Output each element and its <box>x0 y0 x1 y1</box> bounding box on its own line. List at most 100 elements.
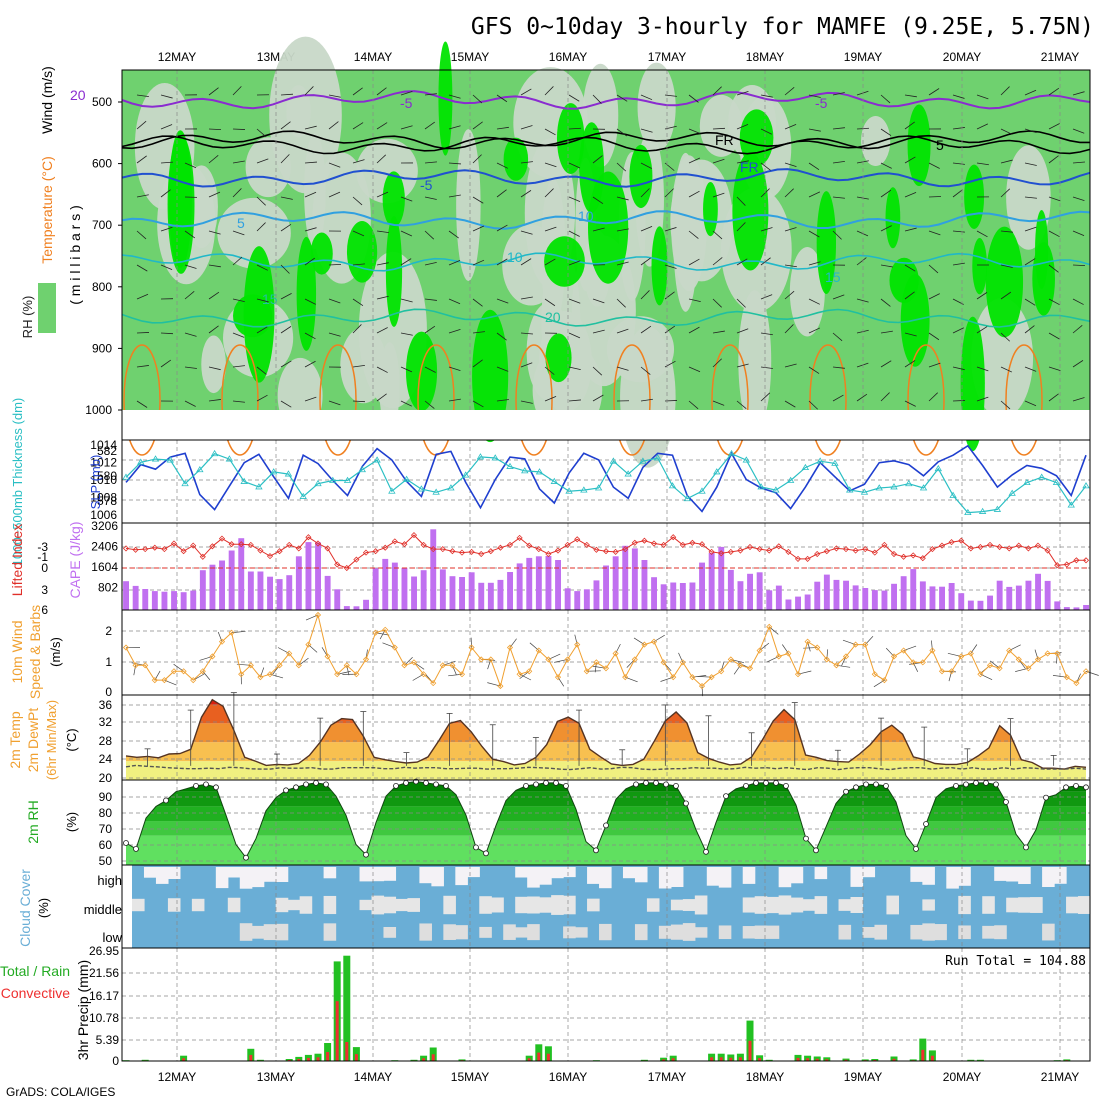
rh-high-region <box>739 109 774 167</box>
li-point <box>391 538 398 545</box>
wind-barb <box>640 257 651 266</box>
wind-barb <box>688 94 699 103</box>
rh-point <box>703 848 709 855</box>
cloud-mid-gap <box>275 897 289 913</box>
wind-point <box>890 653 898 660</box>
wind-barb <box>856 393 868 402</box>
rh-high-region <box>972 238 988 295</box>
wind-point <box>314 611 322 619</box>
rh-low-region <box>620 326 676 468</box>
precip-convective-bar <box>844 1059 848 1061</box>
wind-point <box>238 671 245 678</box>
thickness-point <box>1008 489 1016 496</box>
wind-barb <box>496 162 508 169</box>
precip-tick: 0 <box>112 1054 119 1068</box>
cape-bar <box>276 579 283 610</box>
thickness-point <box>122 473 130 480</box>
wind-barb <box>808 162 820 170</box>
precip-convective-bar <box>306 1057 310 1061</box>
wind-barb <box>520 190 532 198</box>
wind-barb <box>712 86 722 96</box>
cloud-mid-gap <box>383 896 397 914</box>
precip-convective-bar <box>326 1052 330 1061</box>
wind-tick: 0 <box>105 685 112 699</box>
cloud-low-gap <box>922 923 935 941</box>
cape-bar <box>766 590 773 610</box>
precip-convective-bar <box>431 1054 435 1061</box>
wind-point <box>266 671 274 678</box>
cloud-mid-gap <box>850 896 864 913</box>
rh-point <box>773 780 779 786</box>
wind-barb <box>256 298 269 303</box>
wind-barb <box>592 155 603 164</box>
wind-point <box>698 683 706 690</box>
cape-bar <box>382 558 389 610</box>
li-point <box>708 548 715 555</box>
thickness-point <box>166 456 175 463</box>
wind-barb <box>664 94 677 97</box>
wind-barb <box>976 162 989 166</box>
wind-point <box>305 641 312 648</box>
wind-point <box>468 644 475 651</box>
cloud-mid-gap <box>754 896 768 914</box>
thickness-point <box>772 486 780 493</box>
temp2m-label: 2m Temp <box>7 711 23 769</box>
precip-convective-bar <box>921 1049 925 1061</box>
thickness-point <box>491 454 499 461</box>
rh-point <box>963 781 969 788</box>
cape-bar <box>1063 607 1070 610</box>
wind-barb <box>328 191 341 198</box>
wind-point <box>574 641 581 648</box>
wind-barb <box>136 94 149 98</box>
li-point <box>209 543 216 550</box>
wind-point <box>1034 656 1042 663</box>
rh-point <box>593 847 599 854</box>
cape-bar <box>881 590 888 610</box>
wind-barb <box>424 230 435 240</box>
wind-barb <box>928 332 940 341</box>
rh-low-region <box>738 290 772 432</box>
wind-barb <box>592 366 603 376</box>
rh-high-region <box>985 226 1024 338</box>
cloud-low-gap <box>862 927 876 938</box>
li-point <box>660 541 667 548</box>
cloud-low-gap <box>838 924 852 940</box>
date-label-bottom: 20MAY <box>943 1070 981 1084</box>
wind-barb <box>832 294 845 300</box>
cape-bar <box>372 568 379 610</box>
rh-point <box>563 783 569 789</box>
wind-barb <box>400 258 412 266</box>
wind-barb <box>304 332 316 340</box>
date-label-top: 20MAY <box>943 50 981 64</box>
wind-barb <box>1000 159 1013 164</box>
wind-barb <box>520 258 532 266</box>
wind-barb <box>1024 128 1037 134</box>
wind-point <box>612 650 619 657</box>
precip-y-label: 3hr Precip (mm) <box>75 960 91 1060</box>
wind-barb <box>688 258 700 266</box>
wind-barb <box>1024 298 1036 306</box>
temp-tick: 20 <box>99 771 113 785</box>
cloud-low-gap <box>599 923 612 941</box>
wind-barb <box>400 400 412 407</box>
slp-line <box>125 444 1087 513</box>
cape-bar <box>497 579 504 610</box>
wind-point <box>295 662 302 669</box>
wind-point <box>487 656 494 663</box>
thickness-point <box>1023 478 1031 486</box>
pressure-tick: 500 <box>92 95 112 109</box>
cape-bar <box>190 590 197 610</box>
thickness-point <box>373 456 381 463</box>
li-point <box>430 546 437 553</box>
thickness-point <box>565 487 573 494</box>
precip-convective-bar <box>297 1059 301 1061</box>
cloud-mid-gap <box>766 896 780 914</box>
li-point <box>1025 545 1032 552</box>
cloud-high-gap <box>946 867 959 889</box>
rh-point <box>283 787 289 794</box>
wind-barb <box>256 158 269 164</box>
cape-bar <box>737 581 744 610</box>
wind-barb <box>568 366 581 371</box>
wind-barb <box>880 392 890 402</box>
wind-barb <box>1072 128 1085 134</box>
